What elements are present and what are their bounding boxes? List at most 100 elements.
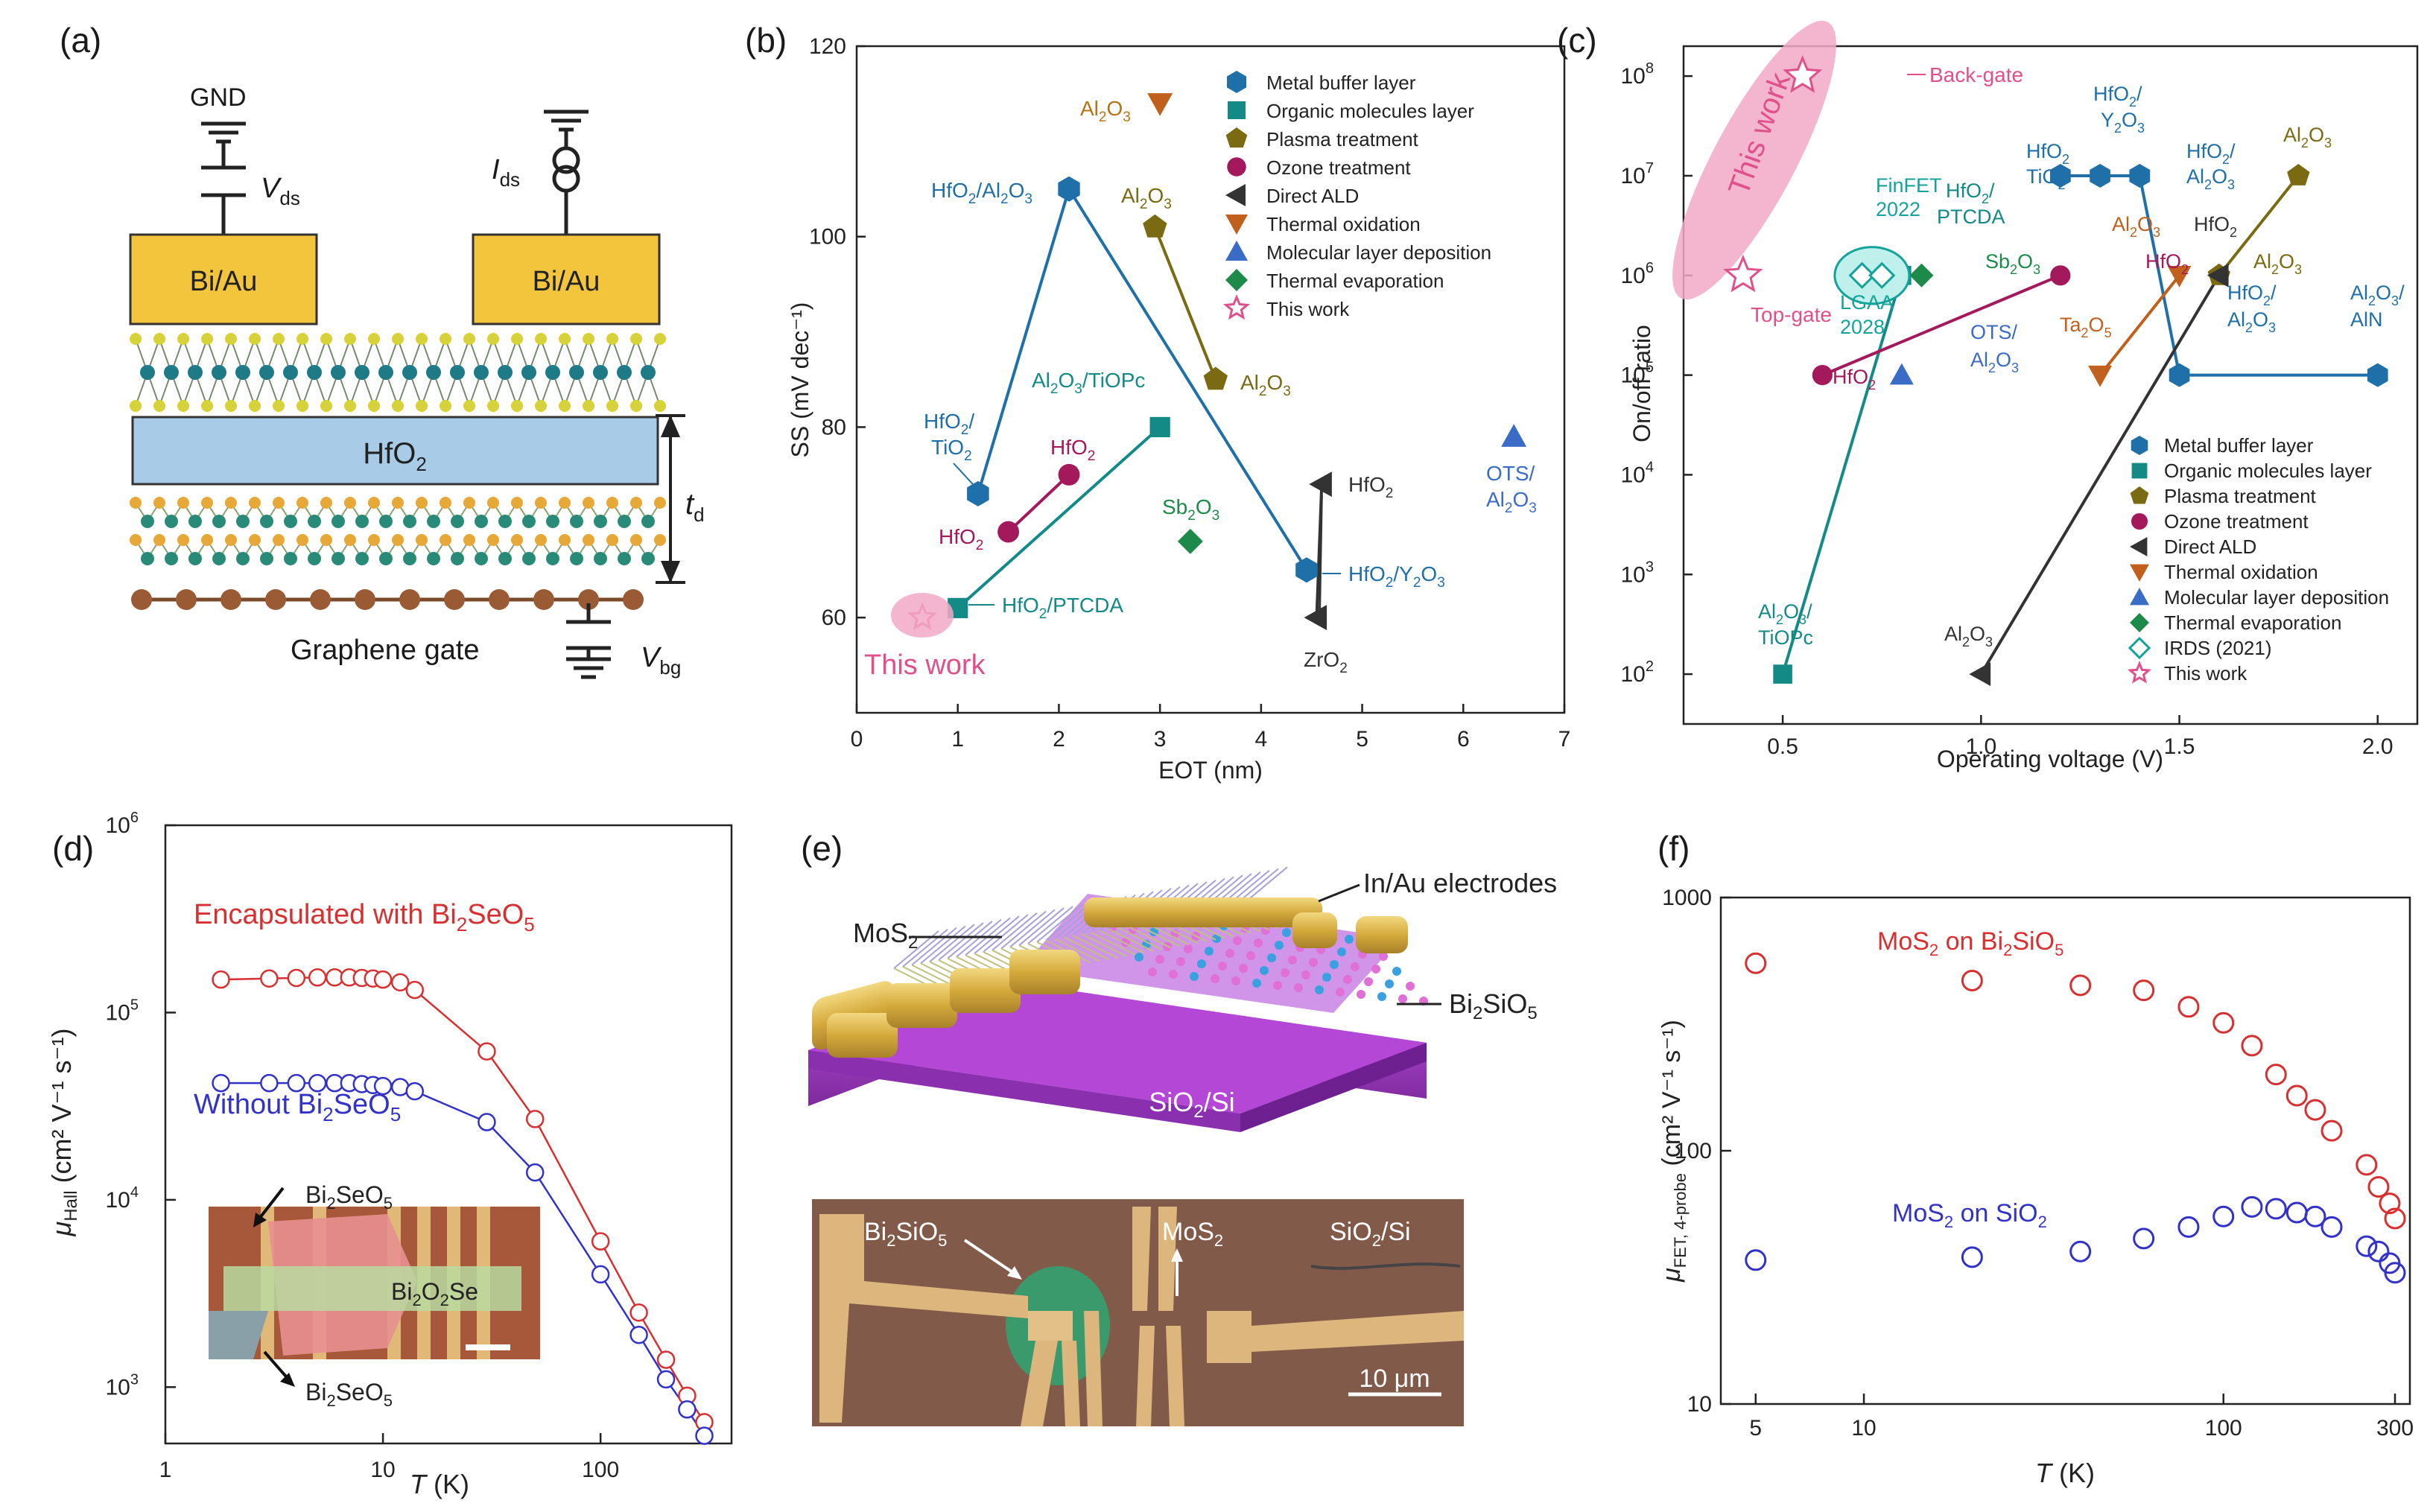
mos2-bond <box>992 912 1038 951</box>
panel-c-point <box>1969 662 1991 687</box>
panel-c-series-line <box>1781 275 1903 675</box>
graphene-gate-layer <box>131 589 644 610</box>
panel-c-legend-label: Organic molecules layer <box>2164 460 2372 482</box>
svg-text:OTS/: OTS/ <box>1486 462 1535 485</box>
bi-atom <box>522 515 536 528</box>
contact-left <box>129 233 318 325</box>
bi-atom <box>212 515 226 528</box>
panel-b-axes-frame <box>855 45 1566 714</box>
panel-d-point <box>656 1370 676 1389</box>
bi2sio5-atom <box>1322 973 1331 982</box>
bi2sio5-atom <box>1301 971 1310 979</box>
panel-b-point <box>1177 528 1203 554</box>
panel-f-red-point <box>2379 1192 2401 1215</box>
panel-c-xtick-label: 0.5 <box>1767 734 1798 759</box>
oxygen-atom <box>416 534 428 546</box>
bi2sio5-atom <box>1330 960 1339 969</box>
carbon-atom <box>444 589 465 610</box>
mos2-bond <box>947 921 993 959</box>
oxygen-atom <box>344 497 356 509</box>
bi2sio5-atom <box>1377 992 1386 1001</box>
bi2sio5-atom <box>1135 953 1143 962</box>
svg-text:HfO2/PTCDA: HfO2/PTCDA <box>1002 594 1123 622</box>
oxygen-atom <box>130 534 142 546</box>
bi2sio5-atom <box>1385 979 1394 988</box>
panel-d-point <box>212 1073 230 1093</box>
selenium-atom <box>296 400 308 412</box>
panel-c-legend-marker <box>2130 564 2149 582</box>
panel-c-ytick-label: 102 <box>1621 658 1655 687</box>
panel-c-this-work-highlight <box>1672 20 1836 300</box>
svg-text:AlN: AlN <box>2350 308 2383 331</box>
electrodes-label: In/Au electrodes <box>1363 868 1557 898</box>
selenium-atom <box>416 333 428 345</box>
mos2-bond <box>1090 931 1136 956</box>
panel-b-xtick-label: 5 <box>1356 727 1368 752</box>
panel-f-red-point <box>2069 974 2092 997</box>
panel-c-point <box>2367 363 2388 387</box>
panel-f-red-point <box>1745 952 1767 974</box>
panel-label-c: (c) <box>1557 21 1597 60</box>
selenium-atom <box>559 333 571 345</box>
ground-symbol-gate <box>566 603 611 679</box>
panel-f-xtick-label: 100 <box>2205 1416 2242 1440</box>
metal-atom <box>188 365 203 380</box>
panel-b-xtick-label: 0 <box>851 727 863 752</box>
hfo2-layer <box>131 416 659 486</box>
mos2-bond <box>1018 907 1065 946</box>
panel-f-red-point <box>2367 1176 2390 1198</box>
panel-f-red-point <box>2177 996 2200 1018</box>
svg-text:2028: 2028 <box>1840 316 1885 338</box>
bi2sio5-atom <box>1231 976 1240 985</box>
bi-atom <box>141 515 154 528</box>
svg-text:TiO2: TiO2 <box>931 436 972 464</box>
svg-text:ZrO2: ZrO2 <box>1304 648 1348 676</box>
bi-atom <box>308 552 321 565</box>
mos2-bond <box>902 929 948 968</box>
bi-atom <box>212 552 226 565</box>
selenium-atom <box>392 333 404 345</box>
oxygen-atom <box>487 534 499 546</box>
panel-b-this-work-highlight <box>891 593 954 638</box>
bi-atom <box>594 552 607 565</box>
oxygen-atom <box>440 497 451 509</box>
panel-c-legend-label: IRDS (2021) <box>2164 637 2272 659</box>
svg-text:Al2O3: Al2O3 <box>1486 488 1537 516</box>
bi-atom <box>260 552 273 565</box>
selenium-atom <box>320 333 332 345</box>
carbon-atom <box>310 589 331 610</box>
electrode-bars <box>812 898 1408 1058</box>
bi2sio5-label: Bi2SiO5 <box>1449 988 1538 1023</box>
bi2sio5-atom <box>1205 947 1214 956</box>
panel-f-red-point <box>2384 1207 2406 1230</box>
panel-b-xlabel: EOT (nm) <box>1158 757 1263 784</box>
panel-c-back-gate-label: Back-gate <box>1929 63 2023 86</box>
oxygen-atom <box>320 534 332 546</box>
selenium-atom <box>273 400 285 412</box>
panel-d-point <box>478 1113 496 1131</box>
selenium-atom <box>630 333 642 345</box>
bi2sio5-atom <box>1294 983 1303 992</box>
bi-atom <box>236 515 250 528</box>
panel-f-axes-frame <box>1719 896 2411 1405</box>
panel-b-legend-label: Plasma treatment <box>1266 128 1419 150</box>
panel-b-legend: Metal buffer layer Organic molecules laye… <box>1222 71 1491 320</box>
panel-d-point <box>525 1163 545 1182</box>
panel-b-markers <box>907 93 1527 631</box>
panel-d-point <box>695 1426 714 1445</box>
bi-atom <box>260 515 273 528</box>
mos2-bond <box>974 915 1020 954</box>
svg-text:Al2O3/: Al2O3/ <box>2350 282 2405 308</box>
graphene-gate-label: Graphene gate <box>291 635 480 666</box>
panel-c-point <box>2050 265 2071 286</box>
svg-text:Al2O3: Al2O3 <box>1080 97 1131 125</box>
panel-c-legend-marker <box>2131 436 2148 455</box>
oxygen-atom <box>630 497 642 509</box>
bi-atom <box>475 515 488 528</box>
contact-right <box>472 233 661 325</box>
svg-text:Al2O3: Al2O3 <box>1944 623 1993 649</box>
panel-f-blue-point <box>2304 1205 2326 1227</box>
semiconductor-lattice <box>130 333 666 412</box>
panel-label-f: (f) <box>1657 829 1690 868</box>
panel-b-point <box>1304 605 1327 631</box>
